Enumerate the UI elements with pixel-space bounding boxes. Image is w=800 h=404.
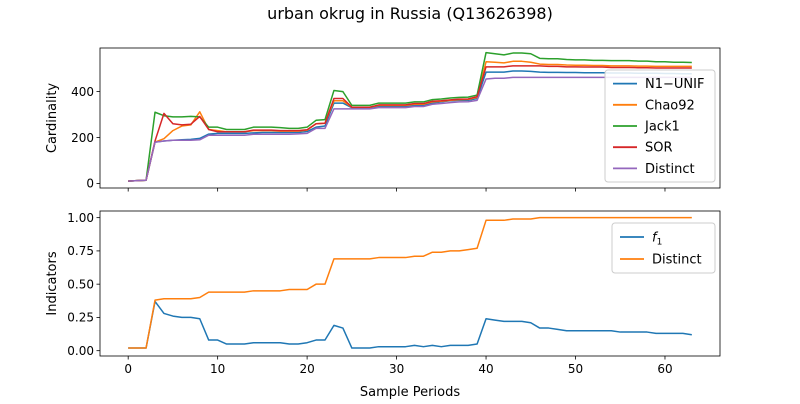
x-tick-label: 40: [478, 362, 493, 376]
x-axis-label: Sample Periods: [360, 385, 460, 400]
y-tick-label: 0.25: [67, 311, 94, 325]
legend-label: Distinct: [652, 253, 702, 268]
x-tick-label: 60: [657, 362, 672, 376]
legend-label: SOR: [645, 141, 673, 156]
figure-title: urban okrug in Russia (Q13626398): [267, 4, 553, 23]
series-line-n1-unif: [128, 70, 692, 182]
y-axis-label: Cardinality: [45, 83, 60, 154]
plot-frame: [99, 210, 721, 357]
indicators-panel: 0 10 20 30 40 50 60 0.00 0.25 0.50 0.75 1.00 Indicat…: [45, 210, 721, 376]
legend-box: [604, 69, 716, 183]
legend-box: [611, 222, 716, 274]
series-line-f1: [128, 300, 692, 349]
legend-label: Chao92: [645, 98, 695, 113]
series-line-sor: [128, 65, 692, 182]
y-axis-label: Indicators: [45, 251, 60, 315]
y-tick-label: 0.75: [67, 244, 94, 258]
y-tick-label: 1.00: [67, 211, 94, 225]
legend-label: Distinct: [645, 162, 695, 177]
series-line-distinct: [128, 76, 692, 182]
y-tick-label: 400: [71, 85, 94, 99]
x-tick-label: 10: [210, 362, 225, 376]
y-tick-label: 0.00: [67, 344, 94, 358]
legend-label: f1: [652, 231, 662, 248]
y-tick-label: 0.50: [67, 277, 94, 291]
legend-label: Jack1: [644, 120, 680, 135]
series-line-jack1: [128, 51, 692, 182]
y-tick-label: 200: [71, 131, 94, 145]
x-tick-label: 30: [389, 362, 404, 376]
x-tick-label: 0: [124, 362, 132, 376]
x-tick-label: 50: [568, 362, 583, 376]
y-tick-label: 0: [86, 177, 94, 191]
x-tick-label: 20: [299, 362, 314, 376]
plot-frame: [99, 47, 721, 189]
series-line-distinct: [128, 216, 692, 349]
legend-label: N1−UNIF: [645, 77, 704, 92]
cardinality-panel: 0 200 400 Cardinality N1−UNIF Chao92 Jack1 SOR D…: [45, 47, 721, 192]
